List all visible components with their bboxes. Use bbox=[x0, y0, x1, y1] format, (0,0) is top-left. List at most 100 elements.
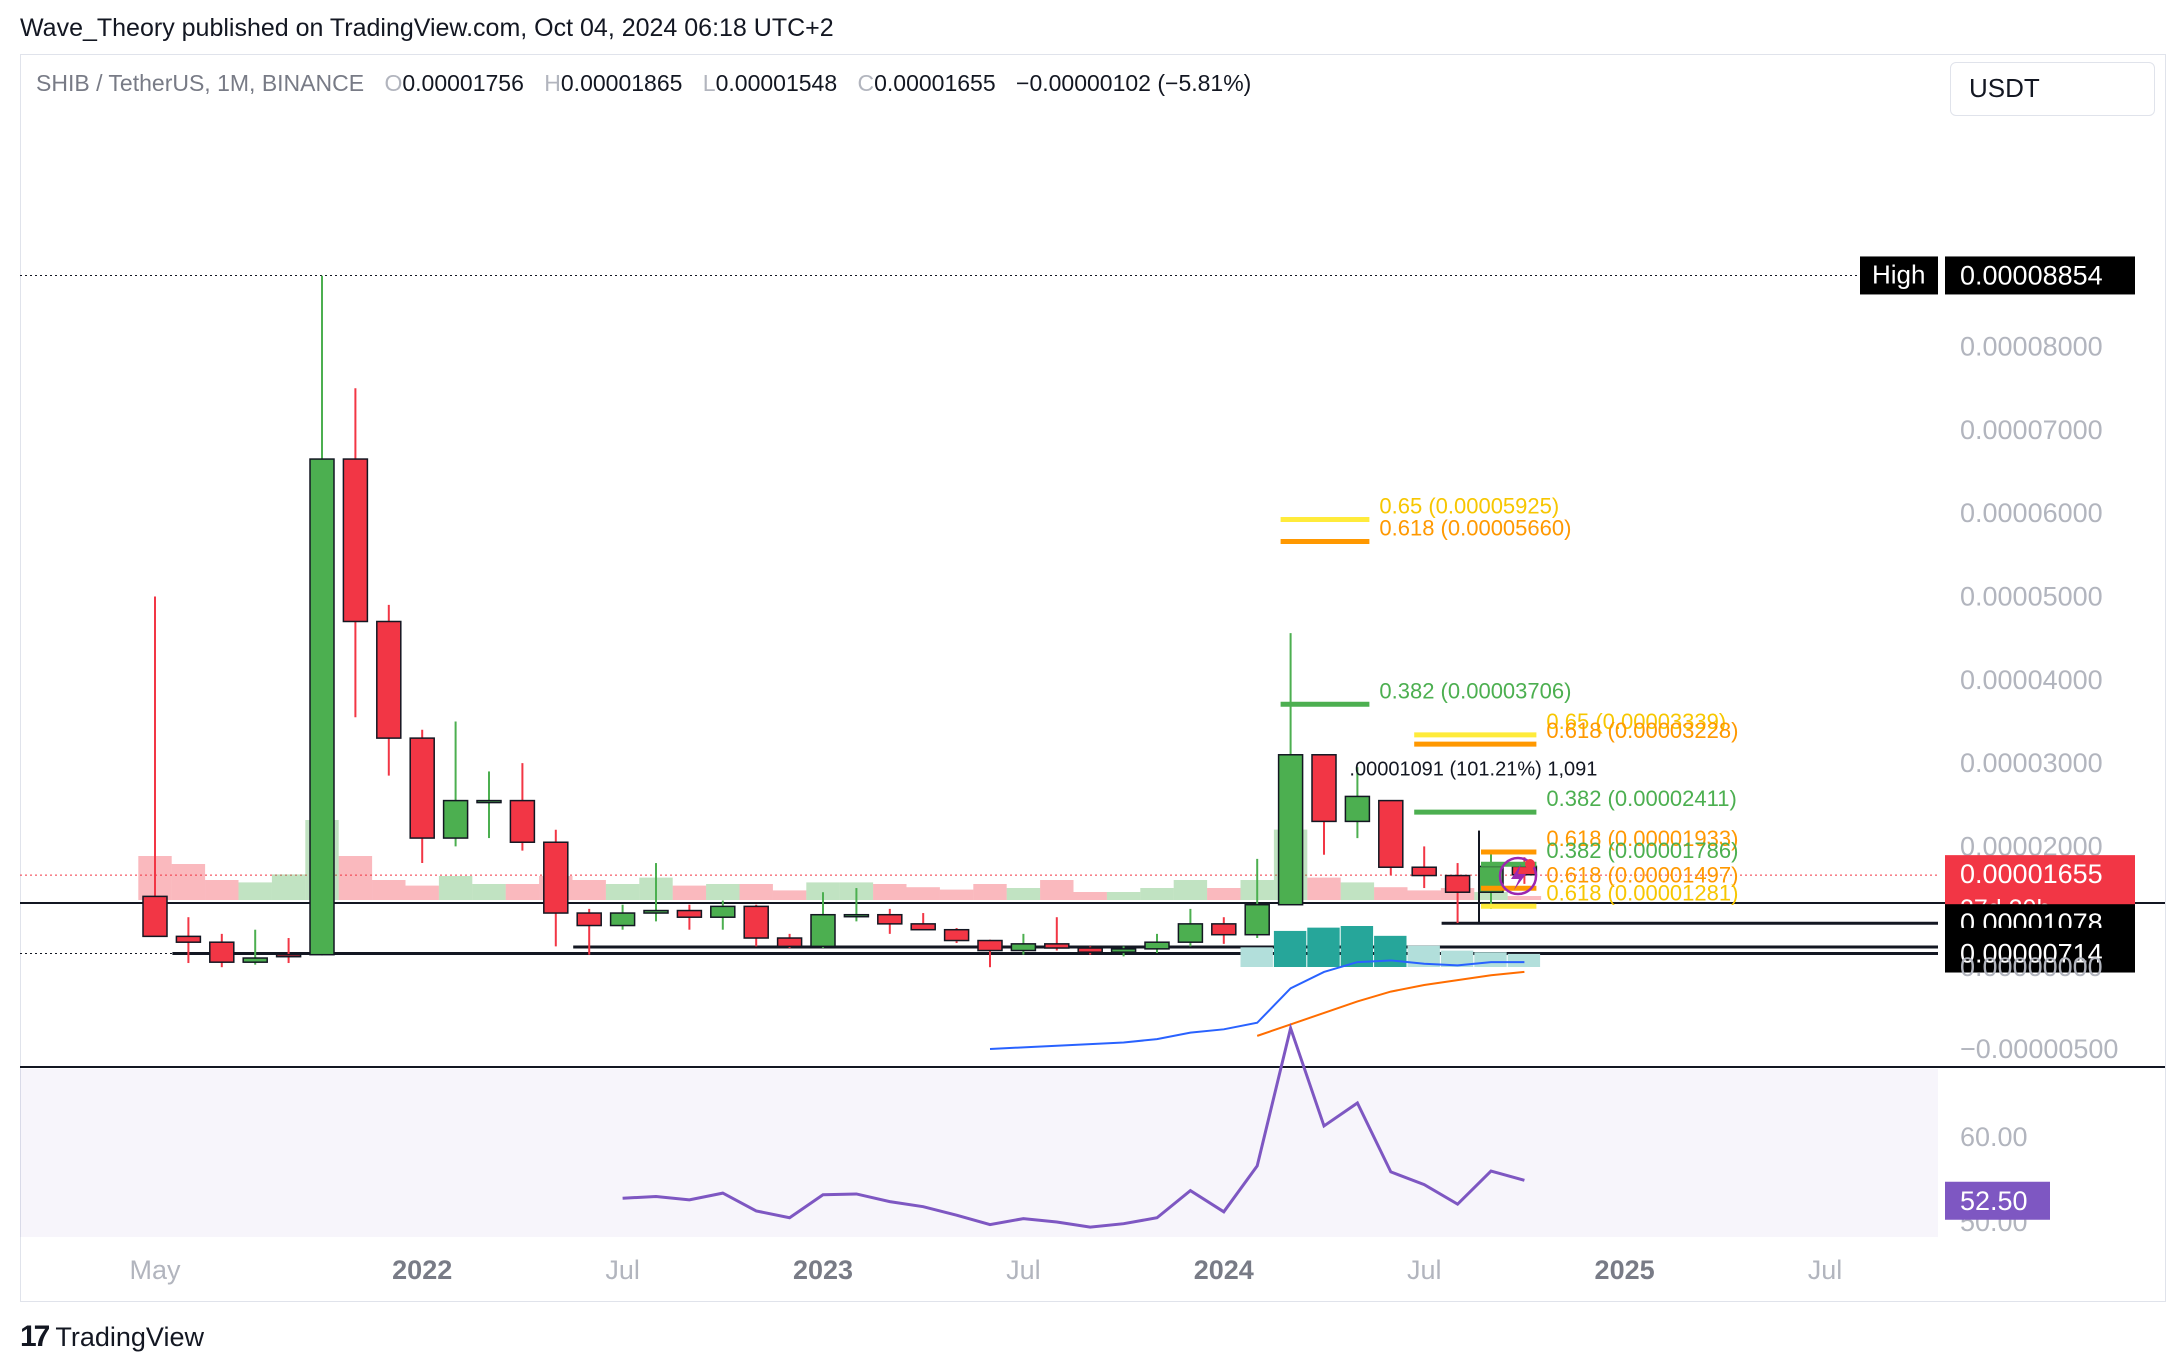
price-level-value: 0.00008854 bbox=[1960, 260, 2103, 290]
high-tag bbox=[1860, 256, 1938, 295]
volume-bar bbox=[1307, 877, 1341, 900]
candle[interactable] bbox=[1311, 754, 1337, 823]
candle[interactable] bbox=[242, 957, 268, 963]
candle[interactable] bbox=[1277, 754, 1304, 906]
time-axis-tick: May bbox=[129, 1255, 181, 1285]
volume-bar bbox=[205, 880, 239, 900]
measure-label: .00001091 (101.21%) 1,091 bbox=[1349, 759, 1597, 781]
candle[interactable] bbox=[1044, 943, 1070, 949]
candle[interactable] bbox=[1077, 947, 1103, 953]
volume-bar bbox=[1073, 892, 1107, 900]
candle[interactable] bbox=[843, 913, 870, 918]
high-tag-label: High bbox=[1872, 259, 1925, 289]
price-axis-tick: 0.00008000 bbox=[1960, 332, 2103, 362]
rsi-value-badge bbox=[1945, 1181, 2050, 1220]
price-axis-tick: 0.00006000 bbox=[1960, 498, 2103, 528]
currency-button[interactable]: USDT bbox=[1950, 62, 2155, 116]
candle[interactable] bbox=[142, 895, 168, 938]
candle[interactable] bbox=[409, 737, 435, 839]
candle[interactable] bbox=[810, 913, 836, 948]
volume-bar bbox=[973, 884, 1007, 900]
close-value: 0.00001655 bbox=[874, 70, 996, 96]
candle[interactable] bbox=[342, 458, 369, 623]
candle[interactable] bbox=[1411, 866, 1437, 877]
macd-line bbox=[989, 959, 1525, 1050]
candle[interactable] bbox=[1378, 799, 1404, 868]
candle[interactable] bbox=[509, 799, 536, 843]
fib-level-label: 0.382 (0.00001786) bbox=[1546, 838, 1738, 863]
fib-level-label: 0.618 (0.00001281) bbox=[1546, 880, 1738, 905]
candle[interactable] bbox=[877, 913, 903, 925]
symbol-label[interactable]: SHIB / TetherUS, 1M, BINANCE bbox=[36, 70, 365, 96]
change-value: −0.00000102 (−5.81%) bbox=[1016, 70, 1252, 96]
price-axis-tick: 0.00005000 bbox=[1960, 582, 2103, 612]
candle[interactable] bbox=[543, 841, 569, 914]
candle[interactable] bbox=[710, 905, 736, 918]
macd-axis-tick: −0.00000500 bbox=[1960, 1034, 2118, 1064]
candle[interactable] bbox=[1010, 943, 1037, 952]
macd-histogram-bar bbox=[1474, 952, 1507, 967]
high-value: 0.00001865 bbox=[560, 70, 683, 96]
candle[interactable] bbox=[977, 939, 1003, 952]
macd-histogram-bar bbox=[1340, 926, 1374, 967]
volume-bar bbox=[338, 856, 373, 900]
macd-histogram-bar bbox=[1307, 927, 1340, 967]
candle[interactable] bbox=[676, 909, 703, 918]
candle[interactable] bbox=[1211, 923, 1237, 936]
price-axis-tick: 0.00007000 bbox=[1960, 415, 2103, 445]
candle[interactable] bbox=[1110, 948, 1137, 953]
candle[interactable] bbox=[776, 937, 803, 948]
rsi-band bbox=[20, 1069, 1938, 1237]
rsi-axis-tick: 60.00 bbox=[1960, 1122, 2028, 1152]
candle[interactable] bbox=[209, 941, 235, 963]
time-axis-tick: 2024 bbox=[1194, 1255, 1254, 1285]
volume-bar bbox=[672, 885, 707, 900]
volume-bar bbox=[238, 882, 272, 900]
candle[interactable] bbox=[1444, 874, 1471, 893]
alert-icon[interactable] bbox=[1498, 856, 1538, 896]
candle[interactable] bbox=[175, 935, 202, 943]
chart-frame bbox=[20, 54, 2166, 1302]
macd-histogram-bar bbox=[1507, 953, 1541, 967]
volume-bar bbox=[906, 887, 940, 900]
fib-level-label: 0.65 (0.00003339) bbox=[1546, 709, 1726, 734]
candle[interactable] bbox=[943, 928, 970, 942]
candle[interactable] bbox=[1244, 903, 1270, 936]
candle[interactable] bbox=[743, 905, 769, 939]
candle[interactable] bbox=[576, 912, 602, 927]
volume-bar bbox=[1407, 890, 1441, 900]
candle[interactable] bbox=[442, 799, 469, 839]
candle[interactable] bbox=[910, 923, 936, 931]
volume-bar bbox=[505, 884, 540, 900]
alert-dot-icon bbox=[1525, 859, 1535, 869]
volume-bar bbox=[739, 884, 773, 900]
candle[interactable] bbox=[643, 909, 669, 914]
volume-bar bbox=[1140, 888, 1174, 900]
volume-bar bbox=[438, 876, 473, 900]
volume-bar bbox=[605, 884, 640, 900]
fib-level-label: 0.618 (0.00001497) bbox=[1546, 862, 1738, 887]
open-value: 0.00001756 bbox=[402, 70, 524, 96]
candle[interactable] bbox=[1344, 795, 1371, 823]
price-level-badge bbox=[1945, 256, 2135, 295]
volume-bar bbox=[171, 864, 206, 900]
close-key: C bbox=[857, 70, 875, 96]
candle[interactable] bbox=[376, 620, 402, 739]
attribution-header: Wave_Theory published on TradingView.com… bbox=[20, 14, 834, 42]
candle[interactable] bbox=[1144, 941, 1170, 950]
candle[interactable] bbox=[1177, 923, 1204, 943]
candle[interactable] bbox=[309, 458, 335, 956]
footer[interactable]: 17 TradingView bbox=[20, 1320, 204, 1354]
fib-level-label: 0.618 (0.00003228) bbox=[1546, 718, 1738, 743]
volume-bar bbox=[472, 884, 506, 900]
price-axis-tick: 0.00003000 bbox=[1960, 748, 2103, 778]
volume-bar bbox=[873, 884, 907, 900]
candle[interactable] bbox=[275, 953, 302, 958]
volume-bar bbox=[372, 880, 406, 900]
candle[interactable] bbox=[476, 799, 502, 804]
price-level-value: 0.00000714 bbox=[1960, 939, 2103, 969]
volume-bar bbox=[1507, 896, 1542, 900]
candle[interactable] bbox=[609, 912, 636, 927]
rsi-value-label: 52.50 bbox=[1960, 1186, 2028, 1216]
